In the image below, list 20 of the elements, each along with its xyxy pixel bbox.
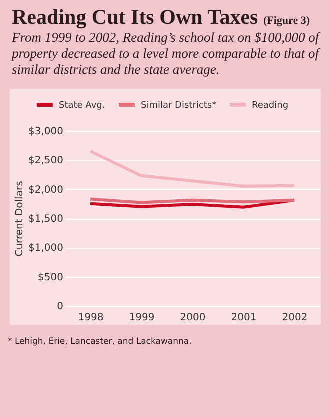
x-tick-label: 2001 (231, 312, 257, 324)
x-tick-label: 2002 (282, 312, 308, 324)
x-tick-label: 1998 (78, 312, 104, 324)
y-tick-label: $2,000 (28, 184, 64, 196)
y-tick-label: $500 (38, 272, 64, 283)
y-tick-label: $3,000 (28, 126, 64, 138)
y-tick-label: $1,000 (28, 242, 64, 254)
legend-label: Similar Districts* (141, 100, 218, 111)
text: * Lehigh, Erie, Lancaster, and Lackawanna. (7, 336, 193, 349)
chart-subtitle: From 1999 to 2002, Reading’s school tax on $100,000 of property decreased to a level more comparable to that of similar districts and the state average. (10, 29, 322, 79)
legend-label: Reading (252, 100, 289, 111)
y-axis-title: Current Dollars (14, 180, 26, 256)
y-tick-label: 0 (57, 301, 64, 312)
legend-label: State Avg. (59, 100, 106, 111)
y-tick-label: $1,500 (28, 214, 64, 225)
line-series (89, 150, 296, 188)
chart-title: Reading Cut Its Own Taxes (Figure 3) (11, 4, 312, 30)
x-tick-label: 2000 (180, 312, 206, 324)
x-tick-label: 1999 (129, 312, 155, 324)
y-tick-label: $2,500 (28, 155, 64, 166)
